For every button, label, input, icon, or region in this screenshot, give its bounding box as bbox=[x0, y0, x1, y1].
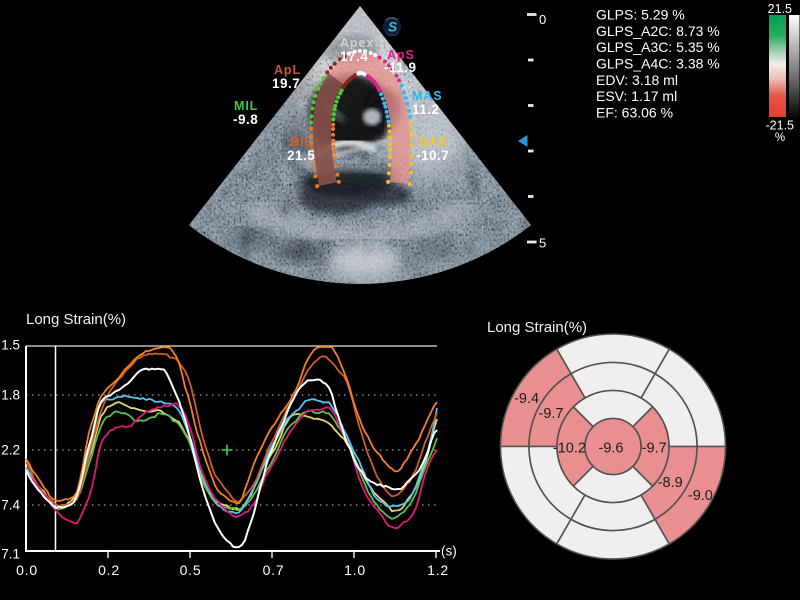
svg-text:GLPS_A4C: 3.38 %: GLPS_A4C: 3.38 % bbox=[596, 56, 720, 72]
svg-text:-9.4: -9.4 bbox=[514, 391, 539, 407]
svg-text:21.5: 21.5 bbox=[768, 2, 792, 16]
svg-text:7.1: 7.1 bbox=[1, 547, 20, 562]
svg-text:BIL: BIL bbox=[290, 135, 313, 149]
svg-text:-21.5: -21.5 bbox=[766, 119, 795, 133]
svg-text:0.0: 0.0 bbox=[16, 562, 38, 578]
svg-text:1.8: 1.8 bbox=[1, 388, 20, 403]
svg-text:-10.7: -10.7 bbox=[416, 148, 449, 163]
svg-text:21.5: 21.5 bbox=[287, 148, 315, 163]
svg-text:19.7: 19.7 bbox=[272, 76, 300, 91]
svg-text:GLPS: 5.29 %: GLPS: 5.29 % bbox=[596, 7, 685, 23]
svg-text:-9.7: -9.7 bbox=[642, 441, 667, 457]
svg-text:0.5: 0.5 bbox=[180, 562, 202, 578]
svg-text:1.5: 1.5 bbox=[1, 338, 20, 353]
svg-text:MAS: MAS bbox=[412, 89, 442, 103]
svg-text:17.4: 17.4 bbox=[340, 49, 368, 64]
svg-text:-9.0: -9.0 bbox=[688, 488, 713, 504]
svg-text:5: 5 bbox=[539, 236, 546, 251]
svg-text:Apex: Apex bbox=[340, 36, 374, 50]
svg-text:11.2: 11.2 bbox=[412, 102, 440, 117]
svg-text:EDV: 3.18 ml: EDV: 3.18 ml bbox=[596, 72, 678, 88]
svg-text:0: 0 bbox=[539, 12, 546, 27]
svg-text:1.2: 1.2 bbox=[427, 562, 449, 578]
svg-text:S: S bbox=[388, 19, 398, 35]
svg-text:EF: 63.06 %: EF: 63.06 % bbox=[596, 105, 673, 121]
svg-text:ESV: 1.17 ml: ESV: 1.17 ml bbox=[596, 88, 677, 104]
svg-text:ApL: ApL bbox=[274, 63, 301, 77]
svg-text:%: % bbox=[775, 132, 785, 144]
svg-text:Long Strain(%): Long Strain(%) bbox=[26, 311, 126, 328]
svg-text:GLPS_A2C: 8.73 %: GLPS_A2C: 8.73 % bbox=[596, 23, 720, 39]
svg-text:Long Strain(%): Long Strain(%) bbox=[487, 319, 587, 336]
svg-text:(s): (s) bbox=[441, 544, 457, 559]
svg-text:-9.8: -9.8 bbox=[233, 112, 258, 127]
svg-text:-11.9: -11.9 bbox=[384, 60, 417, 75]
svg-text:-9.6: -9.6 bbox=[599, 441, 624, 457]
svg-text:GLPS_A3C: 5.35 %: GLPS_A3C: 5.35 % bbox=[596, 39, 720, 55]
svg-text:-9.7: -9.7 bbox=[539, 406, 564, 422]
svg-text:MIL: MIL bbox=[234, 99, 258, 113]
svg-text:BAS: BAS bbox=[419, 135, 448, 149]
svg-text:ApS: ApS bbox=[387, 48, 415, 62]
svg-text:2.2: 2.2 bbox=[1, 443, 20, 458]
svg-text:1.0: 1.0 bbox=[344, 562, 366, 578]
svg-text:0.2: 0.2 bbox=[98, 562, 120, 578]
svg-text:-10.2: -10.2 bbox=[553, 441, 586, 457]
svg-text:0.7: 0.7 bbox=[263, 562, 285, 578]
svg-text:7.4: 7.4 bbox=[1, 498, 20, 513]
svg-text:-8.9: -8.9 bbox=[658, 475, 683, 491]
